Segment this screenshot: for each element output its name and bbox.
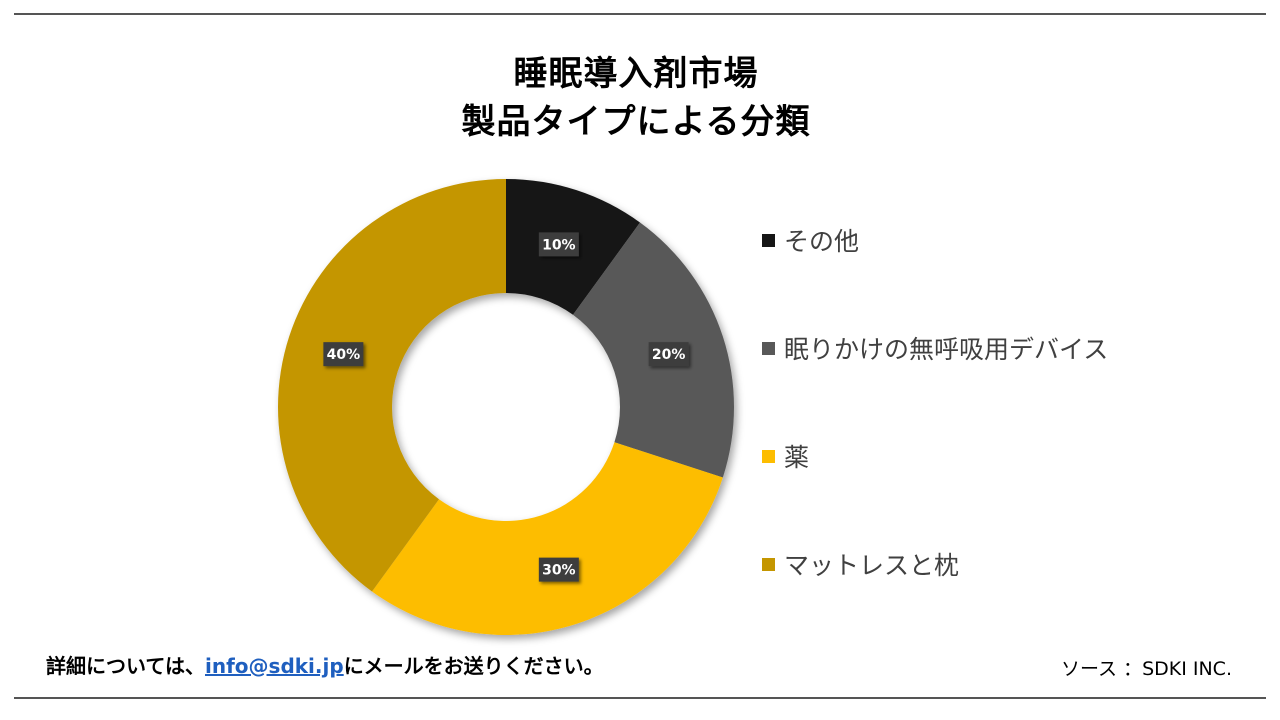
legend-item: その他: [762, 220, 859, 260]
legend-swatch: [762, 341, 775, 355]
legend-item: 薬: [762, 436, 809, 476]
data-label-text: 20%: [652, 347, 686, 363]
donut-slice: [371, 442, 723, 635]
chart-title-line2: 製品タイプによる分類: [461, 102, 811, 142]
bottom-divider: [14, 697, 1266, 699]
legend-swatch: [762, 557, 775, 571]
slice-data-label: 10%: [538, 232, 579, 257]
top-divider: [14, 13, 1266, 15]
contact-email-link[interactable]: info@sdki.jp: [205, 654, 344, 678]
data-label-box: [538, 232, 579, 257]
source-credit: ソース ：SDKI INC.: [1060, 658, 1232, 680]
data-label-box: [323, 342, 364, 367]
data-label-text: 40%: [327, 347, 361, 363]
data-label-box: [648, 342, 689, 367]
data-label-text: 30%: [542, 563, 576, 579]
chart-title-line1: 睡眠導入剤市場: [513, 54, 759, 94]
data-label-box: [538, 557, 579, 582]
legend-item: 眠りかけの無呼吸用デバイス: [762, 328, 1108, 368]
contact-note: 詳細については、info@sdki.jpにメールをお送りください。: [46, 650, 604, 679]
slice-data-label: 30%: [538, 557, 579, 582]
legend-item: マットレスと枕: [762, 544, 959, 584]
slice-data-label: 20%: [648, 342, 689, 367]
donut-slice: [278, 179, 506, 592]
donut-chart: 10% 20% 30% 40%: [278, 179, 734, 635]
legend-swatch: [762, 233, 775, 247]
contact-prefix: 詳細については、: [46, 654, 205, 678]
legend-label: その他: [784, 227, 860, 256]
data-label-text: 10%: [542, 237, 576, 253]
legend-label: 薬: [784, 443, 810, 472]
legend-swatch: [762, 449, 775, 463]
contact-suffix: にメールをお送りください。: [343, 654, 604, 678]
legend-label: 眠りかけの無呼吸用デバイス: [784, 335, 1109, 364]
legend-label: マットレスと枕: [784, 551, 960, 580]
slice-data-label: 40%: [323, 342, 364, 367]
